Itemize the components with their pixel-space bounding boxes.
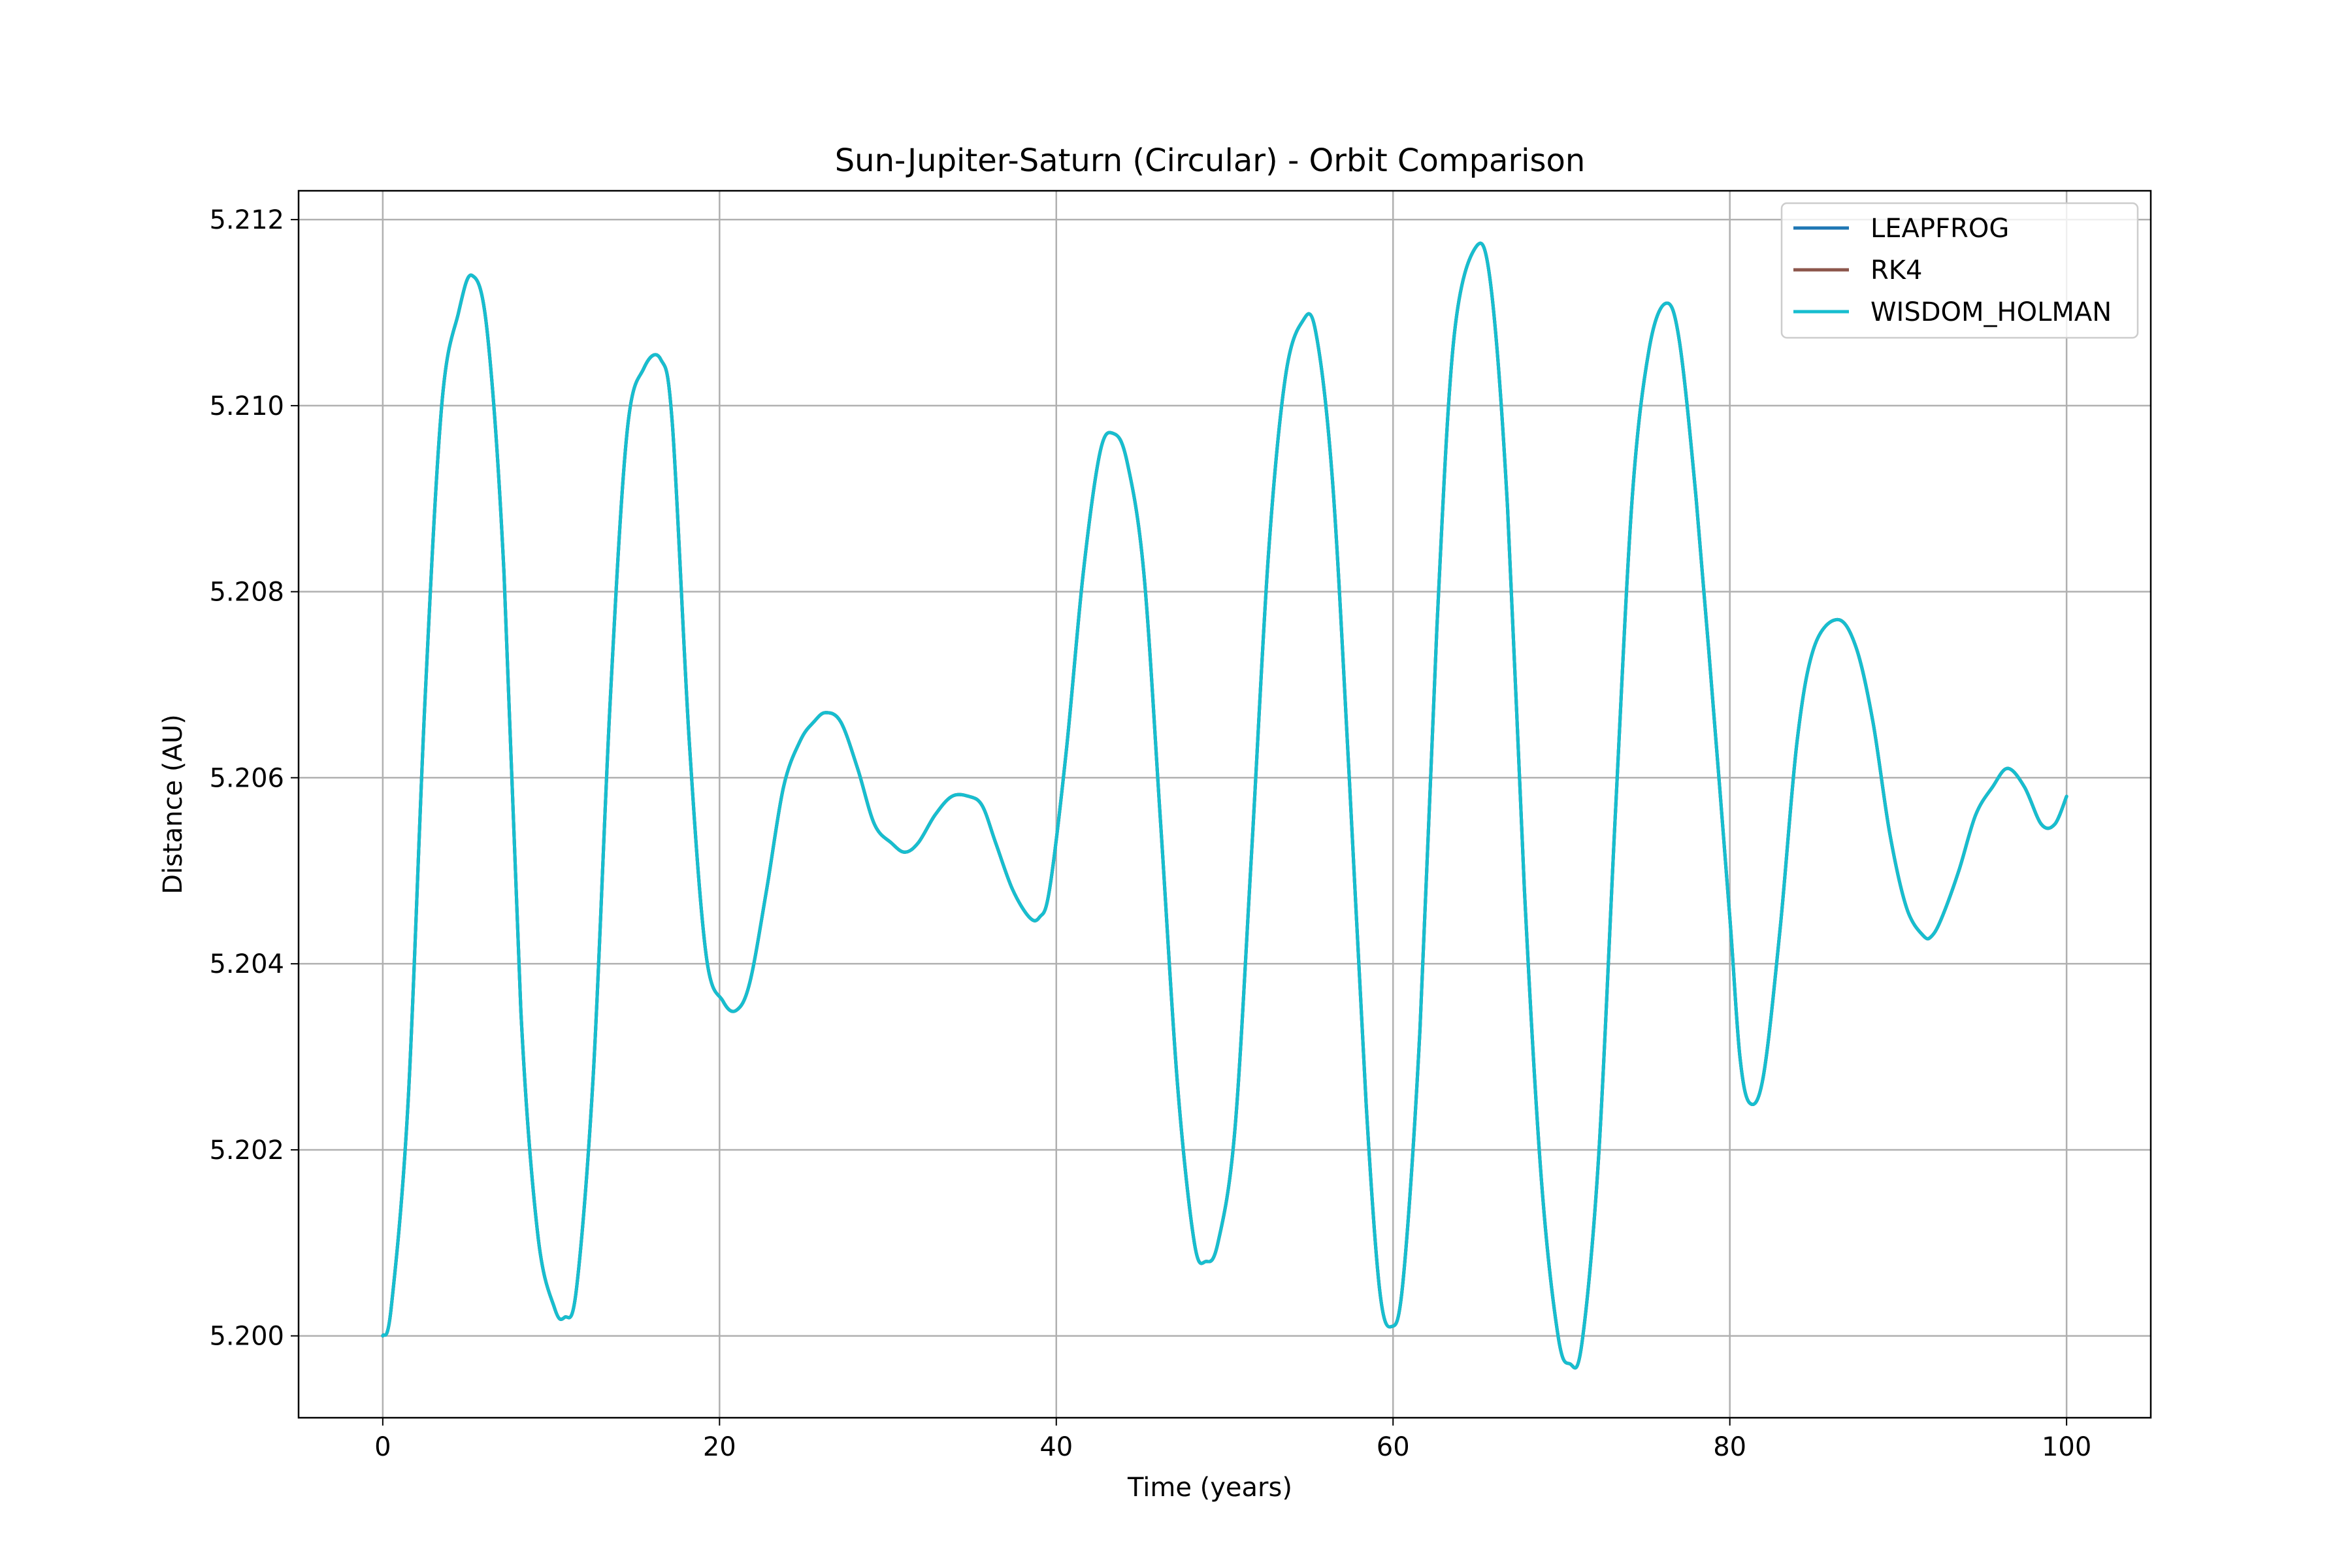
y-tick-label: 5.202 <box>209 1135 284 1166</box>
x-tick-label: 80 <box>1713 1432 1746 1462</box>
y-tick-label: 5.212 <box>209 205 284 235</box>
series-line-wisdom-holman <box>381 241 2068 1370</box>
legend-label: RK4 <box>1870 255 1922 286</box>
legend-label: LEAPFROG <box>1870 214 2009 244</box>
x-tick-label: 20 <box>703 1432 736 1462</box>
y-tick-label: 5.210 <box>209 391 284 421</box>
legend-box <box>1780 202 2139 339</box>
x-tick-label: 60 <box>1377 1432 1410 1462</box>
x-tick-label: 40 <box>1039 1432 1073 1462</box>
legend-label: WISDOM_HOLMAN <box>1870 297 2112 327</box>
y-tick-label: 5.208 <box>209 578 284 608</box>
y-tick-label: 5.204 <box>209 949 284 979</box>
series-lines <box>381 241 2068 1370</box>
y-axis-label: Distance (AU) <box>158 714 188 894</box>
grid <box>299 191 2151 1418</box>
y-axis-ticks: 5.200 5.202 5.204 5.206 5.208 5.210 5.212 <box>209 205 299 1352</box>
x-axis-ticks: 0 20 40 60 80 100 <box>374 1418 2091 1462</box>
plot-frame <box>297 189 2152 1419</box>
legend: LEAPFROG RK4 WISDOM_HOLMAN <box>1780 202 2139 339</box>
y-tick-label: 5.200 <box>209 1322 284 1352</box>
x-tick-label: 0 <box>374 1432 391 1462</box>
y-tick-label: 5.206 <box>209 763 284 793</box>
x-axis-label: Time (years) <box>1127 1473 1292 1503</box>
x-tick-label: 100 <box>2042 1432 2091 1462</box>
chart-title: Sun-Jupiter-Saturn (Circular) - Orbit Co… <box>835 142 1586 179</box>
